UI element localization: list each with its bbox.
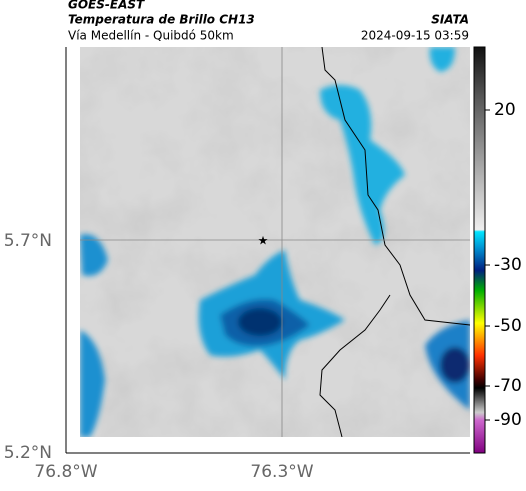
colorbar-label: -70 <box>494 376 522 396</box>
title: GOES-EAST <box>68 0 145 12</box>
colorbar-label: 20 <box>494 100 516 120</box>
subtitle: Temperatura de Brillo CH13 <box>68 13 255 27</box>
source: SIATA <box>431 13 469 27</box>
satellite-image <box>80 47 470 437</box>
colorbar-ticks: 20 -30 -50 -70 -90 <box>485 100 522 430</box>
lon-label: 76.8°W <box>34 462 97 482</box>
lon-label: 76.3°W <box>250 462 313 482</box>
datetime: 2024-09-15 03:59 <box>361 29 469 43</box>
colorbar-label: -90 <box>494 410 522 430</box>
colorbar <box>473 46 486 454</box>
city-marker: ★ <box>258 234 269 248</box>
lat-label: 5.2°N <box>4 443 52 463</box>
colorbar-label: -50 <box>494 316 522 336</box>
lat-label: 5.7°N <box>4 231 52 251</box>
location: Vía Medellín - Quibdó 50km <box>68 29 234 43</box>
colorbar-label: -30 <box>494 255 522 275</box>
